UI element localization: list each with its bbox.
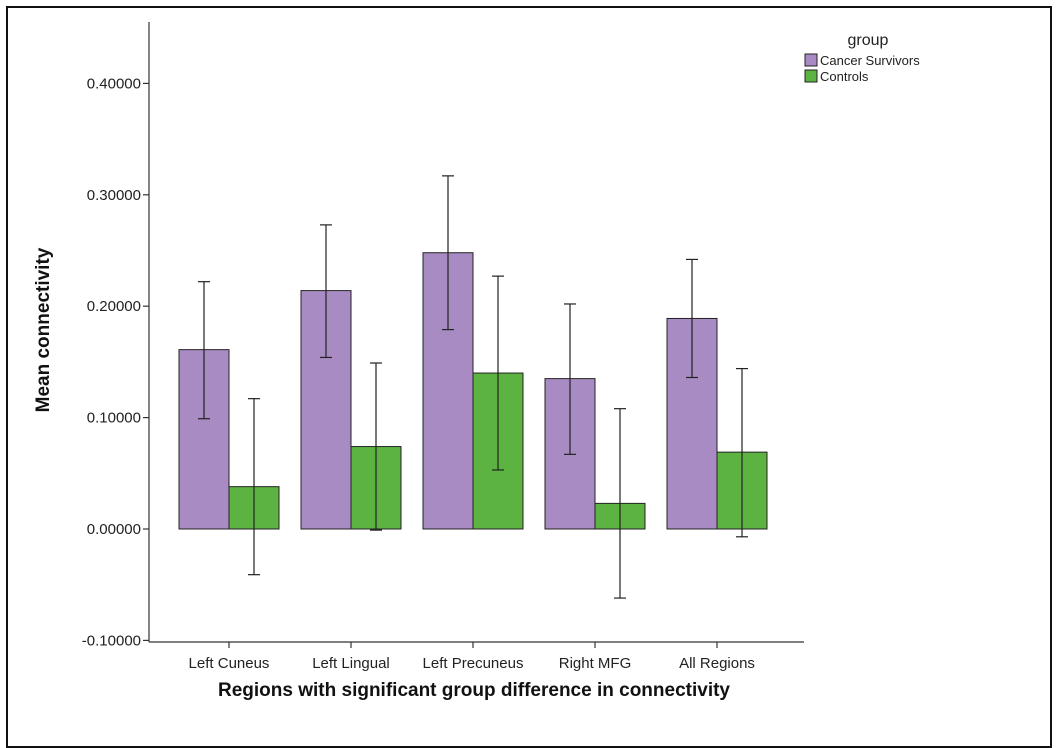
error-bar	[614, 408, 626, 599]
y-axis-title: Mean connectivity	[33, 247, 54, 412]
error-bar	[198, 281, 210, 420]
y-tick-label: -0.10000	[82, 632, 141, 649]
x-tick-label: All Regions	[679, 655, 755, 672]
error-bar	[320, 224, 332, 359]
y-tick-label: 0.40000	[87, 75, 141, 92]
error-bar	[564, 303, 576, 455]
y-tick-label: 0.00000	[87, 521, 141, 538]
x-tick-label: Left Cuneus	[189, 655, 270, 672]
y-tick-label: 0.20000	[87, 298, 141, 315]
y-tick-label: 0.10000	[87, 410, 141, 427]
error-bar	[370, 362, 382, 531]
x-axis-title: Regions with significant group differenc…	[218, 680, 730, 701]
legend-swatch	[804, 69, 818, 83]
legend-label: Cancer Survivors	[820, 53, 920, 68]
labels: -0.10000 0.00000 0.10000 0.20000 0.30000 0.40…	[82, 75, 755, 672]
error-bar	[736, 367, 748, 538]
y-tick-label: 0.30000	[87, 187, 141, 204]
error-bar	[492, 275, 504, 471]
error-bar	[248, 398, 260, 576]
x-tick-label: Left Precuneus	[423, 655, 524, 672]
axes	[143, 22, 804, 648]
figure-frame: -0.10000 0.00000 0.10000 0.20000 0.30000 0.40…	[6, 6, 1052, 748]
error-bars	[198, 175, 748, 599]
error-bar	[442, 175, 454, 331]
legend-swatch	[804, 53, 818, 67]
error-bar	[686, 258, 698, 379]
x-tick-label: Right MFG	[559, 655, 632, 672]
legend-label: Controls	[820, 69, 869, 84]
legend-title: group	[848, 32, 889, 49]
bars	[178, 252, 768, 530]
bar-chart: -0.10000 0.00000 0.10000 0.20000 0.30000 0.40…	[33, 22, 920, 701]
x-tick-label: Left Lingual	[312, 655, 390, 672]
